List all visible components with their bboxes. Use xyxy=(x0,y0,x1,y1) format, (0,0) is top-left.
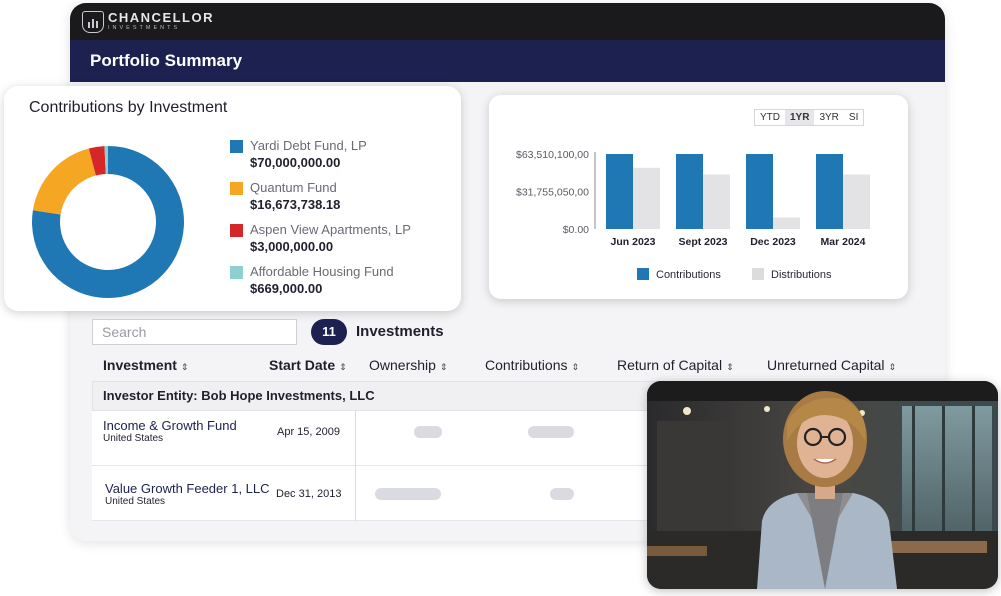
legend-swatch xyxy=(230,224,243,237)
legend-swatch xyxy=(230,266,243,279)
x-tick-label: Dec 2023 xyxy=(750,236,796,248)
column-header-contributions[interactable]: Contributions ⇕ xyxy=(485,357,580,373)
sort-icon: ⇕ xyxy=(339,362,347,372)
sort-icon: ⇕ xyxy=(180,362,189,372)
column-header-unreturned-capital[interactable]: Unreturned Capital ⇕ xyxy=(767,357,897,373)
y-tick-label: $63,510,100,00 xyxy=(516,149,589,161)
investment-start-date: Apr 15, 2009 xyxy=(277,426,340,438)
legend-label: Yardi Debt Fund, LP xyxy=(250,138,367,153)
bar-contributions xyxy=(746,154,773,229)
bar-distributions xyxy=(773,217,800,229)
legend-swatch xyxy=(637,268,649,280)
advisor-photo xyxy=(647,381,998,589)
investments-count-label: Investments xyxy=(356,323,444,340)
legend-swatch xyxy=(230,182,243,195)
sort-icon: ⇕ xyxy=(726,362,734,372)
legend-label: Quantum Fund xyxy=(250,180,337,195)
legend-value: $669,000.00 xyxy=(250,281,323,296)
table-row[interactable]: Income & Growth Fund United States Apr 1… xyxy=(92,411,692,466)
investment-country: United States xyxy=(103,433,164,444)
x-tick-label: Jun 2023 xyxy=(611,236,656,248)
contributions-placeholder xyxy=(528,426,574,438)
x-tick-label: Sept 2023 xyxy=(678,236,727,248)
bar-distributions xyxy=(843,174,870,229)
range-button-1yr[interactable]: 1YR xyxy=(785,110,815,125)
donut-slice xyxy=(88,146,106,176)
bar-contributions xyxy=(676,154,703,229)
y-tick-label: $0.00 xyxy=(563,224,589,236)
bar-distributions xyxy=(633,167,660,229)
column-header-ownership[interactable]: Ownership ⇕ xyxy=(369,357,448,373)
legend-label: Affordable Housing Fund xyxy=(250,264,394,279)
bar-chart: $63,510,100,00 $31,755,050,00 $0.00 Jun 202… xyxy=(516,149,870,281)
column-divider xyxy=(355,466,356,521)
contributions-placeholder xyxy=(550,488,574,500)
legend-label: Distributions xyxy=(771,269,832,281)
donut-slice xyxy=(104,146,108,175)
top-bar: CHANCELLOR INVESTMENTS xyxy=(70,3,945,40)
legend-value: $16,673,738.18 xyxy=(250,197,341,212)
column-header-return-of-capital[interactable]: Return of Capital ⇕ xyxy=(617,357,734,373)
sort-icon: ⇕ xyxy=(888,362,897,372)
legend-swatch xyxy=(752,268,764,280)
range-button-3yr[interactable]: 3YR xyxy=(819,112,839,123)
sort-icon: ⇕ xyxy=(439,362,448,372)
investment-start-date: Dec 31, 2013 xyxy=(276,488,342,500)
legend-swatch xyxy=(230,140,243,153)
x-tick-label: Mar 2024 xyxy=(821,236,866,248)
page-header: Portfolio Summary xyxy=(70,40,945,82)
investments-count-badge: 11 xyxy=(311,319,347,345)
legend-value: $70,000,000.00 xyxy=(250,155,341,170)
column-header-start-date[interactable]: Start Date ⇕ xyxy=(269,357,347,373)
page-title: Portfolio Summary xyxy=(90,51,243,70)
bar-distributions xyxy=(703,174,730,229)
investment-name-link[interactable]: Value Growth Feeder 1, LLC xyxy=(105,481,270,496)
logo: CHANCELLOR INVESTMENTS xyxy=(108,11,214,32)
ownership-placeholder xyxy=(414,426,442,438)
y-tick-label: $31,755,050,00 xyxy=(516,187,589,199)
logo-icon xyxy=(82,10,104,33)
contributions-donut-chart xyxy=(31,146,185,298)
investment-country: United States xyxy=(105,496,166,507)
bar-contributions xyxy=(816,154,843,229)
range-button-ytd[interactable]: YTD xyxy=(760,112,780,123)
donut-slice xyxy=(32,148,96,215)
search-input[interactable]: Search xyxy=(92,319,297,345)
bar-contributions xyxy=(606,154,633,229)
logo-subtitle: INVESTMENTS xyxy=(108,25,181,32)
column-header-investment[interactable]: Investment ⇕ xyxy=(103,357,189,373)
legend-value: $3,000,000.00 xyxy=(250,239,334,254)
logo-name: CHANCELLOR xyxy=(108,10,214,26)
sort-icon: ⇕ xyxy=(571,362,580,372)
range-selector: YTD 1YR 3YR SI xyxy=(754,109,865,126)
investor-entity-row: Investor Entity: Bob Hope Investments, L… xyxy=(92,381,692,411)
table-row[interactable]: Value Growth Feeder 1, LLC United States… xyxy=(92,466,692,521)
investment-name-link[interactable]: Income & Growth Fund xyxy=(103,418,237,433)
donut-slice xyxy=(31,146,185,298)
contributions-card: Contributions by Investment Yardi Debt F… xyxy=(4,86,461,311)
column-divider xyxy=(355,411,356,466)
legend-label: Contributions xyxy=(656,269,721,281)
contributions-distributions-card: $63,510,100,00 $31,755,050,00 $0.00 Jun 202… xyxy=(489,95,908,299)
legend-label: Aspen View Apartments, LP xyxy=(250,222,411,237)
contributions-card-title: Contributions by Investment xyxy=(29,99,228,116)
ownership-placeholder xyxy=(375,488,441,500)
range-button-si[interactable]: SI xyxy=(848,112,859,123)
